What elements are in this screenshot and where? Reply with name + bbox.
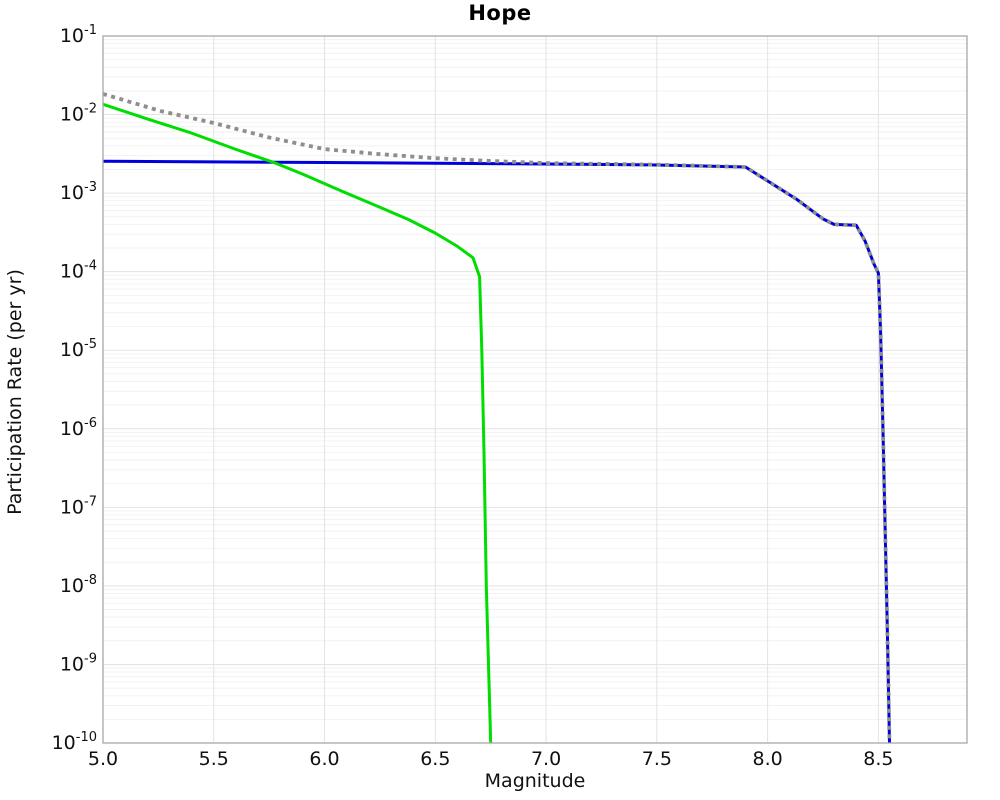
y-tick-label: 10-7 xyxy=(60,494,97,518)
x-tick-label: 6.5 xyxy=(420,748,450,770)
y-tick-label: 10-9 xyxy=(60,651,97,675)
series-green-curve-cliff xyxy=(103,102,493,743)
x-tick-label: 5.0 xyxy=(88,748,118,770)
y-tick-label: 10-6 xyxy=(60,416,97,440)
axes-frame xyxy=(102,35,968,744)
chart-title: Hope xyxy=(468,1,532,25)
x-tick-label: 7.5 xyxy=(642,748,672,770)
y-tick-label: 10-5 xyxy=(60,337,97,361)
x-tick-label: 5.5 xyxy=(199,748,229,770)
series-gray-dotted-total xyxy=(103,92,892,743)
plot-background xyxy=(103,36,967,743)
y-tick-label: 10-3 xyxy=(60,180,97,204)
x-tick-label: 6.0 xyxy=(309,748,339,770)
y-tick-label: 10-4 xyxy=(60,259,97,283)
x-tick-label: 7.0 xyxy=(531,748,561,770)
y-tick-label: 10-2 xyxy=(60,102,97,126)
y-tick-label: 10-8 xyxy=(60,573,97,597)
x-tick-label: 8.5 xyxy=(863,748,893,770)
x-tick-label: 8.0 xyxy=(753,748,783,770)
y-tick-label: 10-1 xyxy=(60,23,97,47)
x-axis-label: Magnitude xyxy=(484,770,586,792)
y-tick-label: 10-10 xyxy=(52,730,97,754)
